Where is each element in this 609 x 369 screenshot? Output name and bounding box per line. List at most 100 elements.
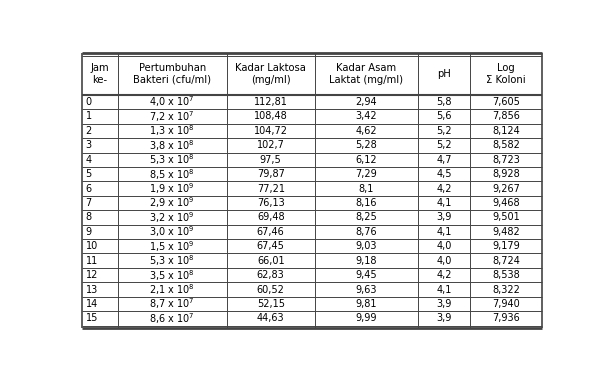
Text: 2,9 x 10$^{9}$: 2,9 x 10$^{9}$ <box>149 196 195 210</box>
Text: 8,723: 8,723 <box>492 155 520 165</box>
Text: 8,582: 8,582 <box>492 140 520 150</box>
Text: 5,3 x 10$^{8}$: 5,3 x 10$^{8}$ <box>149 253 195 268</box>
Text: 7,605: 7,605 <box>492 97 520 107</box>
Text: 7,2 x 10$^{7}$: 7,2 x 10$^{7}$ <box>149 109 195 124</box>
Text: 104,72: 104,72 <box>254 126 287 136</box>
Text: 4,2: 4,2 <box>436 270 452 280</box>
Text: 69,48: 69,48 <box>257 213 284 223</box>
Text: Kadar Asam
Laktat (mg/ml): Kadar Asam Laktat (mg/ml) <box>329 63 403 85</box>
Text: 8,16: 8,16 <box>356 198 377 208</box>
Text: 12: 12 <box>85 270 98 280</box>
Text: pH: pH <box>437 69 451 79</box>
Text: 0: 0 <box>85 97 92 107</box>
Text: 3,9: 3,9 <box>437 299 452 309</box>
Text: 8,538: 8,538 <box>492 270 520 280</box>
Text: 8: 8 <box>85 213 92 223</box>
Text: 9,501: 9,501 <box>492 213 520 223</box>
Text: 14: 14 <box>85 299 98 309</box>
Text: 9,45: 9,45 <box>356 270 377 280</box>
Text: 4,0 x 10$^{7}$: 4,0 x 10$^{7}$ <box>149 95 195 110</box>
Text: 9: 9 <box>85 227 92 237</box>
Text: 4,0: 4,0 <box>437 241 452 251</box>
Text: 7,936: 7,936 <box>492 313 520 323</box>
Text: 5,2: 5,2 <box>436 126 452 136</box>
Text: 5,8: 5,8 <box>436 97 452 107</box>
Text: 77,21: 77,21 <box>257 184 284 194</box>
Text: 3: 3 <box>85 140 92 150</box>
Text: 11: 11 <box>85 256 98 266</box>
Text: 10: 10 <box>85 241 98 251</box>
Text: 67,45: 67,45 <box>257 241 284 251</box>
Text: 3,9: 3,9 <box>437 213 452 223</box>
Text: 3,5 x 10$^{8}$: 3,5 x 10$^{8}$ <box>149 268 195 283</box>
Text: 9,63: 9,63 <box>356 284 377 294</box>
Text: 1,5 x 10$^{9}$: 1,5 x 10$^{9}$ <box>149 239 195 254</box>
Text: 8,7 x 10$^{7}$: 8,7 x 10$^{7}$ <box>149 297 195 311</box>
Text: Jam
ke-: Jam ke- <box>91 63 109 85</box>
Text: 8,124: 8,124 <box>492 126 520 136</box>
Text: 9,179: 9,179 <box>492 241 520 251</box>
Text: Log
Σ Koloni: Log Σ Koloni <box>487 63 526 85</box>
Text: 1,3 x 10$^{8}$: 1,3 x 10$^{8}$ <box>149 124 195 138</box>
Text: 7,940: 7,940 <box>492 299 520 309</box>
Text: 5: 5 <box>85 169 92 179</box>
Text: 7,856: 7,856 <box>492 111 520 121</box>
Text: 6,12: 6,12 <box>356 155 377 165</box>
Text: 2,1 x 10$^{8}$: 2,1 x 10$^{8}$ <box>149 282 195 297</box>
Text: 9,267: 9,267 <box>492 184 520 194</box>
Text: 5,6: 5,6 <box>436 111 452 121</box>
Text: Pertumbuhan
Bakteri (cfu/ml): Pertumbuhan Bakteri (cfu/ml) <box>133 63 211 85</box>
Text: 3,8 x 10$^{8}$: 3,8 x 10$^{8}$ <box>149 138 195 153</box>
Text: 67,46: 67,46 <box>257 227 284 237</box>
Text: 5,3 x 10$^{8}$: 5,3 x 10$^{8}$ <box>149 152 195 167</box>
Text: 76,13: 76,13 <box>257 198 284 208</box>
Text: 3,2 x 10$^{9}$: 3,2 x 10$^{9}$ <box>149 210 195 225</box>
Text: 5,28: 5,28 <box>356 140 378 150</box>
Text: 8,6 x 10$^{7}$: 8,6 x 10$^{7}$ <box>149 311 195 326</box>
Text: 4,1: 4,1 <box>437 227 452 237</box>
Text: 7: 7 <box>85 198 92 208</box>
Text: 8,928: 8,928 <box>492 169 520 179</box>
Text: 60,52: 60,52 <box>257 284 284 294</box>
Text: 9,81: 9,81 <box>356 299 377 309</box>
Text: 4,0: 4,0 <box>437 256 452 266</box>
Text: 3,0 x 10$^{9}$: 3,0 x 10$^{9}$ <box>149 224 195 239</box>
Text: 44,63: 44,63 <box>257 313 284 323</box>
Text: 102,7: 102,7 <box>257 140 284 150</box>
Text: 7,29: 7,29 <box>356 169 378 179</box>
Text: 4,2: 4,2 <box>436 184 452 194</box>
Text: 6: 6 <box>85 184 92 194</box>
Text: 1: 1 <box>85 111 92 121</box>
Text: 4,7: 4,7 <box>436 155 452 165</box>
Text: 8,322: 8,322 <box>492 284 520 294</box>
Text: 1,9 x 10$^{9}$: 1,9 x 10$^{9}$ <box>149 181 195 196</box>
Text: 8,724: 8,724 <box>492 256 520 266</box>
Text: 8,1: 8,1 <box>359 184 374 194</box>
Text: 112,81: 112,81 <box>254 97 287 107</box>
Text: 4,1: 4,1 <box>437 198 452 208</box>
Text: 5,2: 5,2 <box>436 140 452 150</box>
Text: 8,25: 8,25 <box>356 213 378 223</box>
Text: 108,48: 108,48 <box>254 111 287 121</box>
Text: 9,99: 9,99 <box>356 313 377 323</box>
Text: 13: 13 <box>85 284 98 294</box>
Text: 9,03: 9,03 <box>356 241 377 251</box>
Text: 4: 4 <box>85 155 92 165</box>
Text: 9,468: 9,468 <box>493 198 520 208</box>
Text: 9,18: 9,18 <box>356 256 377 266</box>
Text: 79,87: 79,87 <box>257 169 284 179</box>
Text: 8,76: 8,76 <box>356 227 377 237</box>
Text: 3,9: 3,9 <box>437 313 452 323</box>
Text: Kadar Laktosa
(mg/ml): Kadar Laktosa (mg/ml) <box>235 63 306 85</box>
Text: 15: 15 <box>85 313 98 323</box>
Text: 4,62: 4,62 <box>356 126 377 136</box>
Text: 97,5: 97,5 <box>260 155 281 165</box>
Text: 52,15: 52,15 <box>257 299 284 309</box>
Text: 66,01: 66,01 <box>257 256 284 266</box>
Text: 9,482: 9,482 <box>492 227 520 237</box>
Text: 3,42: 3,42 <box>356 111 377 121</box>
Text: 2: 2 <box>85 126 92 136</box>
Text: 4,1: 4,1 <box>437 284 452 294</box>
Text: 62,83: 62,83 <box>257 270 284 280</box>
Text: 4,5: 4,5 <box>436 169 452 179</box>
